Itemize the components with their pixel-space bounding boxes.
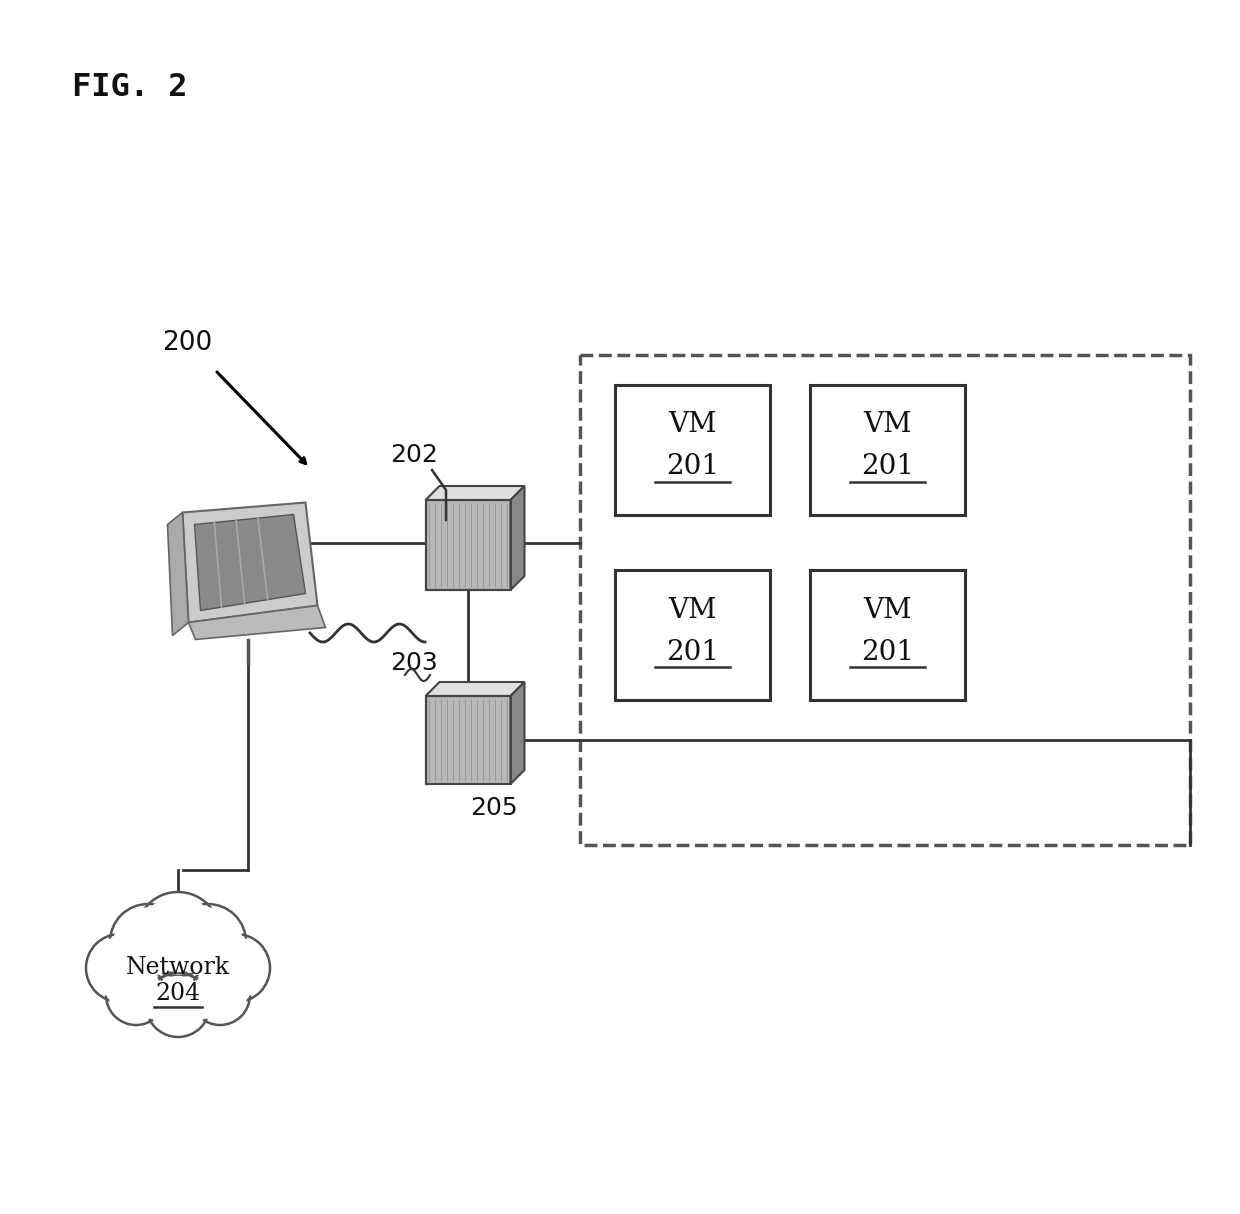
Text: 201: 201 [861, 454, 914, 481]
Circle shape [202, 934, 270, 1002]
Text: 203: 203 [391, 651, 438, 675]
Text: VM: VM [863, 412, 911, 438]
Polygon shape [425, 696, 511, 784]
Polygon shape [511, 682, 525, 784]
Text: 200: 200 [162, 330, 212, 356]
Text: 201: 201 [666, 639, 719, 665]
Bar [615, 385, 770, 515]
Polygon shape [425, 500, 511, 590]
Polygon shape [188, 606, 325, 640]
Circle shape [89, 937, 151, 999]
Polygon shape [425, 486, 525, 500]
Text: Network: Network [126, 957, 231, 980]
Text: 204: 204 [155, 982, 201, 1005]
Circle shape [174, 907, 243, 976]
Text: VM: VM [668, 596, 717, 624]
Text: FIG. 2: FIG. 2 [72, 72, 187, 103]
Text: 201: 201 [666, 454, 719, 481]
Polygon shape [511, 486, 525, 590]
Bar [810, 385, 965, 515]
Circle shape [190, 965, 250, 1025]
Circle shape [86, 934, 154, 1002]
Text: 201: 201 [861, 639, 914, 665]
Text: 202: 202 [391, 443, 438, 467]
Circle shape [113, 907, 182, 976]
Polygon shape [195, 515, 305, 611]
Text: 205: 205 [470, 796, 517, 819]
Circle shape [136, 892, 219, 976]
Circle shape [192, 968, 247, 1022]
Circle shape [149, 976, 207, 1034]
Text: VM: VM [863, 596, 911, 624]
Circle shape [140, 896, 216, 972]
Circle shape [170, 904, 246, 980]
Bar [580, 354, 1190, 845]
Circle shape [110, 904, 186, 980]
Circle shape [205, 937, 267, 999]
Bar [810, 571, 965, 700]
Polygon shape [182, 503, 317, 623]
Text: VM: VM [668, 412, 717, 438]
Circle shape [146, 972, 210, 1037]
Bar [615, 571, 770, 700]
Polygon shape [425, 682, 525, 696]
Circle shape [105, 965, 166, 1025]
Polygon shape [167, 512, 188, 635]
Circle shape [109, 968, 164, 1022]
